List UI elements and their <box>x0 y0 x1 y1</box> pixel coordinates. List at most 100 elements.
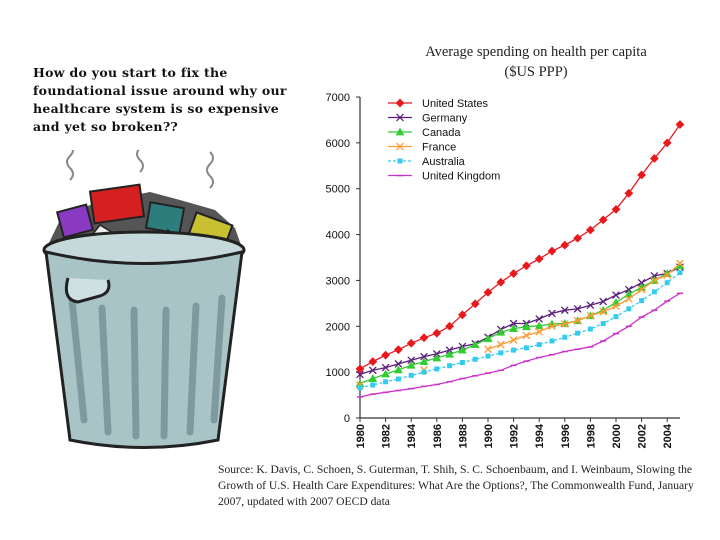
data-point <box>419 333 429 343</box>
y-tick-label: 2000 <box>326 321 350 333</box>
trash-can-rib <box>186 302 200 436</box>
data-point <box>406 360 416 369</box>
data-point <box>420 352 428 361</box>
data-point <box>612 302 620 310</box>
series-germany <box>356 263 684 379</box>
data-point <box>419 357 429 365</box>
y-tick-label: 6000 <box>326 138 350 150</box>
data-point <box>662 269 672 277</box>
data-point <box>496 340 505 349</box>
series-united-kingdom <box>357 292 683 398</box>
data-point <box>560 240 570 250</box>
data-point <box>575 330 581 336</box>
y-tick-label: 1000 <box>326 367 350 379</box>
legend-swatch-marker <box>395 98 405 108</box>
data-point <box>483 334 493 343</box>
data-point <box>357 385 363 391</box>
data-point <box>547 246 557 256</box>
x-tick-label: 1986 <box>432 424 444 448</box>
data-point <box>534 254 544 264</box>
data-point <box>624 289 634 298</box>
data-point <box>650 154 659 163</box>
legend-label: Australia <box>422 156 466 168</box>
data-point <box>637 285 646 294</box>
legend-entry: Canada <box>388 127 461 139</box>
x-tick-label: 2002 <box>637 424 649 448</box>
trash-can-rib <box>210 294 226 424</box>
legend-entry: France <box>388 142 456 154</box>
y-tick-labels: 0 1000 2000 3000 4000 5000 6000 7000 <box>326 92 360 425</box>
data-point <box>650 276 659 285</box>
trash-can-rib <box>160 306 170 440</box>
data-point <box>534 321 544 330</box>
data-point <box>586 225 595 235</box>
data-point <box>675 261 685 270</box>
data-point <box>485 353 491 359</box>
data-point <box>560 306 569 315</box>
data-point <box>370 382 376 388</box>
data-point <box>676 259 684 268</box>
data-point <box>663 271 672 279</box>
data-point <box>421 369 427 375</box>
x-tick-label: 1998 <box>585 424 597 448</box>
data-point <box>637 170 646 180</box>
data-point <box>394 365 403 374</box>
legend-entry: Germany <box>388 113 468 125</box>
data-point <box>573 305 582 313</box>
data-point <box>549 338 555 344</box>
chart-title: Average spending on health per capita ($… <box>425 44 647 80</box>
data-point <box>612 291 620 299</box>
data-point <box>458 345 467 354</box>
data-point <box>459 360 465 366</box>
chart-axes <box>359 97 680 419</box>
data-point <box>496 327 506 336</box>
x-tick-label: 1992 <box>509 424 521 448</box>
trash-can-illustration <box>42 150 246 449</box>
data-point <box>548 322 556 331</box>
data-point <box>522 322 531 331</box>
data-point <box>624 285 633 294</box>
trash-can-rib <box>98 304 112 436</box>
x-tick-label: 1980 <box>355 424 367 448</box>
data-point <box>624 294 633 303</box>
data-point <box>664 280 670 286</box>
y-tick-label: 7000 <box>326 92 350 104</box>
data-point <box>470 340 480 349</box>
data-point <box>599 297 608 306</box>
legend-label: France <box>422 142 456 154</box>
data-point <box>432 353 442 362</box>
data-point <box>394 360 403 368</box>
data-point <box>381 363 390 372</box>
data-point <box>522 331 531 340</box>
data-point <box>496 277 506 287</box>
series-line <box>487 263 681 350</box>
stink-line <box>136 150 144 173</box>
x-tick-label: 1982 <box>381 424 393 448</box>
x-tick-label: 1988 <box>457 424 469 448</box>
data-point <box>498 350 504 356</box>
data-point <box>511 347 517 353</box>
data-point <box>368 357 378 366</box>
x-tick-label: 1990 <box>483 424 495 448</box>
data-point <box>522 261 531 271</box>
series-line <box>359 266 681 376</box>
data-point <box>356 370 364 379</box>
data-point <box>535 315 544 323</box>
data-point <box>562 334 568 340</box>
data-point <box>586 311 595 320</box>
legend-label: United States <box>422 98 489 110</box>
data-point <box>624 188 634 198</box>
data-point <box>599 307 608 316</box>
data-point <box>560 320 569 328</box>
y-tick-label: 5000 <box>326 184 350 196</box>
legend-entry: Australia <box>388 156 466 168</box>
stink-line <box>206 151 214 189</box>
chart-legend: United States Germany Canada France Australi… <box>388 98 500 183</box>
data-point <box>677 270 683 276</box>
data-point <box>484 345 492 354</box>
data-point <box>432 328 442 338</box>
data-point <box>434 366 440 372</box>
garbage-red-box <box>88 183 146 225</box>
data-point <box>355 364 365 374</box>
